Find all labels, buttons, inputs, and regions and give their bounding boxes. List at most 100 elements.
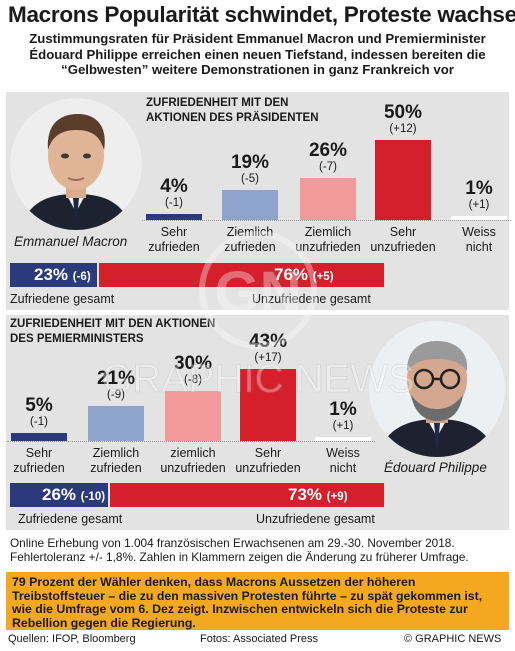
president-dissatisfied-bar xyxy=(98,263,384,287)
value-label-fairly-satisfied: 21% xyxy=(96,367,136,389)
change-label-very-dissatisfied: (+17) xyxy=(254,351,282,364)
change-label-very-satisfied: (-1) xyxy=(165,196,183,209)
category-label-line: zufrieden xyxy=(148,240,200,254)
category-label-line: nicht xyxy=(465,240,493,254)
category-label-line: zufrieden xyxy=(224,240,276,254)
macron-name: Emmanuel Macron xyxy=(14,234,128,249)
category-label-fairly-satisfied: Ziemlich zufrieden xyxy=(71,446,161,476)
pm-satisfied-bar xyxy=(10,483,109,507)
category-label-line: ziemlich xyxy=(170,446,216,460)
bar-very-dissatisfied xyxy=(375,140,431,220)
category-label-line: Weiss xyxy=(326,446,360,460)
bar-fairly-dissatisfied xyxy=(300,178,356,220)
category-label-very-satisfied: Sehr zufrieden xyxy=(129,225,219,255)
bar-dont-know xyxy=(451,216,507,220)
value-label-very-dissatisfied: 50% xyxy=(383,102,423,123)
subtitle-line-1: Zustimmungsraten für Präsident Emmanuel … xyxy=(29,31,486,46)
president-dissatisfied-total: 76% (+5) xyxy=(274,265,334,285)
value-label-very-satisfied: 5% xyxy=(25,394,53,416)
pm-title-line-1: ZUFRIEDENHEIT MIT DEN AKTIONEN xyxy=(10,318,216,330)
pm-dissatisfied-bar xyxy=(110,483,384,507)
value-label-very-dissatisfied: 43% xyxy=(248,330,288,352)
president-panel: Emmanuel Macron ZUFRIEDENHEIT MIT DEN AK… xyxy=(6,92,511,310)
headline: Macrons Popularität schwindet, Proteste … xyxy=(8,2,515,27)
category-label-dont-know: Weiss nicht xyxy=(298,446,388,476)
prime-minister-panel: Édouard Philippe ZUFRIEDENHEIT MIT DEN A… xyxy=(6,315,509,530)
president-satisfied-total: 23% (-6) xyxy=(34,265,91,285)
survey-note-line-1: Online Erhebung von 1.004 französischen … xyxy=(10,536,455,550)
value-label-fairly-dissatisfied: 30% xyxy=(173,352,213,374)
value-label-dont-know: 1% xyxy=(465,178,493,199)
pm-dissatisfied-total: 73% (+9) xyxy=(288,485,348,505)
category-label-line: unzufrieden xyxy=(160,461,226,475)
president-title-line-2: AKTIONEN DES PRÄSIDENTEN xyxy=(146,112,319,124)
change-label-dont-know: (+1) xyxy=(332,420,354,432)
bar-fairly-satisfied xyxy=(88,405,144,441)
category-label-line: unzufrieden xyxy=(370,240,436,254)
change-label-fairly-satisfied: (-9) xyxy=(107,388,125,401)
philippe-name: Édouard Philippe xyxy=(384,460,487,475)
quote-box: 79 Prozent der Wähler denken, dass Macro… xyxy=(6,572,509,630)
philippe-photo xyxy=(369,321,505,457)
president-satisfied-label: Zufriedene gesamt xyxy=(10,292,115,306)
macron-photo xyxy=(10,98,142,230)
change-label-very-dissatisfied: (+12) xyxy=(389,123,417,135)
category-label-line: Sehr xyxy=(389,225,417,239)
category-label-very-dissatisfied: Sehr unzufrieden xyxy=(358,225,448,255)
category-label-fairly-dissatisfied: Ziemlich unzufrieden xyxy=(283,225,373,255)
category-label-line: Ziemlich xyxy=(92,446,140,460)
president-satisfied-change: (-6) xyxy=(72,271,91,283)
survey-note-line-2: Fehlertoleranz +/- 1,8%. Zahlen in Klamm… xyxy=(10,550,469,564)
change-label-very-satisfied: (-1) xyxy=(30,415,48,428)
pm-satisfied-change: (-10) xyxy=(80,491,106,503)
category-label-dont-know: Weiss nicht xyxy=(434,225,515,255)
category-label-very-dissatisfied: Sehr unzufrieden xyxy=(223,446,313,476)
quote-text: 79 Prozent der Wähler denken, dass Macro… xyxy=(12,575,483,630)
category-label-line: unzufrieden xyxy=(295,240,361,254)
baseline xyxy=(7,441,375,442)
president-title-line-1: ZUFRIEDENHEIT MIT DEN xyxy=(146,97,289,109)
bar-fairly-dissatisfied xyxy=(165,390,221,441)
category-label-line: Sehr xyxy=(160,225,188,239)
bar-dont-know xyxy=(315,437,371,441)
footer-photos: Fotos: Associated Press xyxy=(200,633,318,645)
value-label-dont-know: 1% xyxy=(329,399,357,420)
president-satisfied-pct: 23% xyxy=(34,265,69,284)
pm-dissatisfied-pct: 73% xyxy=(288,485,323,504)
pm-satisfied-label: Zufriedene gesamt xyxy=(18,512,123,526)
subtitle-line-2: Édouard Philippe erreichen einen neuen T… xyxy=(29,46,486,62)
category-label-line: nicht xyxy=(329,461,357,475)
category-label-line: Weiss xyxy=(462,225,496,239)
category-label-line: Ziemlich xyxy=(304,225,352,239)
president-dissatisfied-pct: 76% xyxy=(274,265,309,284)
change-label-dont-know: (+1) xyxy=(468,199,490,211)
category-label-very-satisfied: Sehr zufrieden xyxy=(0,446,84,476)
change-label-fairly-dissatisfied: (-7) xyxy=(319,161,337,174)
value-label-fairly-dissatisfied: 26% xyxy=(308,140,348,162)
change-label-fairly-satisfied: (-5) xyxy=(241,172,259,185)
category-label-fairly-dissatisfied: ziemlich unzufrieden xyxy=(148,446,238,476)
president-chart-title: ZUFRIEDENHEIT MIT DEN AKTIONEN DES PRÄSI… xyxy=(146,96,319,126)
president-dissatisfied-change: (+5) xyxy=(312,271,334,283)
survey-note: Online Erhebung von 1.004 französischen … xyxy=(10,536,510,564)
subtitle-line-3: “Gelbwesten” weitere Demonstrationen in … xyxy=(61,62,454,77)
pm-satisfied-pct: 26% xyxy=(42,485,77,504)
bar-very-dissatisfied xyxy=(240,368,296,441)
footer-sources: Quellen: IFOP, Bloomberg xyxy=(8,633,136,645)
pm-dissatisfied-label: Unzufriedene gesamt xyxy=(256,512,375,526)
change-label-fairly-dissatisfied: (-8) xyxy=(184,373,202,386)
category-label-line: Sehr xyxy=(254,446,282,460)
category-label-line: Sehr xyxy=(25,446,53,460)
footer-credit: © GRAPHIC NEWS xyxy=(404,633,502,645)
baseline xyxy=(142,220,511,221)
bar-fairly-satisfied xyxy=(222,189,278,220)
value-label-very-satisfied: 4% xyxy=(160,175,188,197)
bar-very-satisfied xyxy=(11,432,67,441)
value-label-fairly-satisfied: 19% xyxy=(230,151,270,173)
pm-chart-title: ZUFRIEDENHEIT MIT DEN AKTIONEN DES PEMIE… xyxy=(10,317,215,347)
pm-satisfied-total: 26% (-10) xyxy=(42,485,105,505)
category-label-line: zufrieden xyxy=(90,461,142,475)
category-label-line: unzufrieden xyxy=(235,461,301,475)
category-label-line: zufrieden xyxy=(13,461,65,475)
category-label-line: Ziemlich xyxy=(226,225,274,239)
